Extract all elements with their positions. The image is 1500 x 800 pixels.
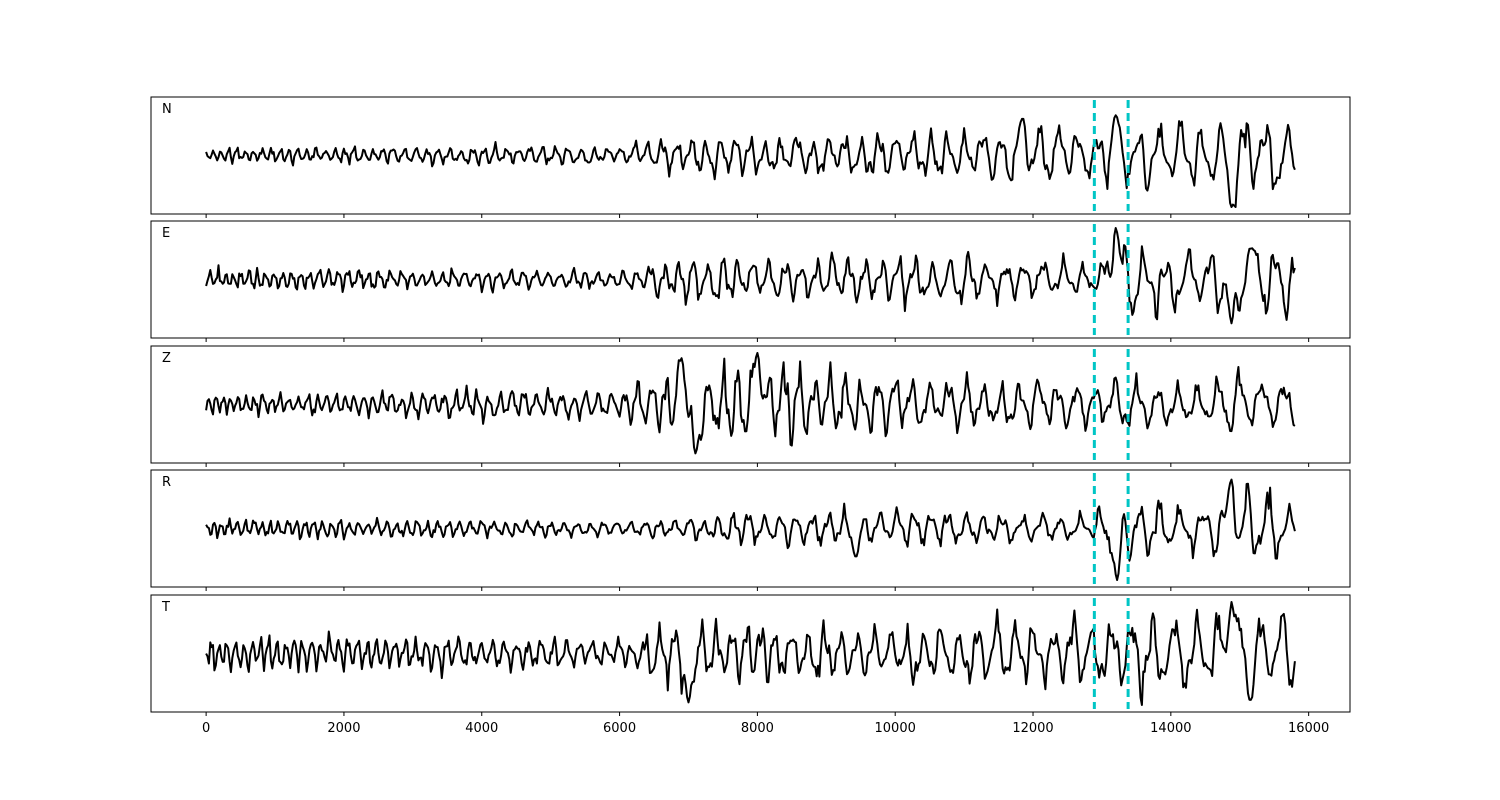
channel-label: N bbox=[162, 102, 172, 117]
x-tick-label: 6000 bbox=[603, 721, 636, 736]
channel-label: Z bbox=[162, 351, 171, 366]
channel-label: R bbox=[162, 475, 171, 490]
panel-frame bbox=[150, 96, 1351, 215]
waveform-n bbox=[205, 114, 1296, 208]
x-tick-label: 0 bbox=[202, 721, 210, 736]
channel-label: E bbox=[162, 226, 170, 241]
waveform-t bbox=[205, 601, 1296, 706]
panel-r: R bbox=[150, 469, 1351, 591]
x-axis: 0 2000 4000 6000 8000 10000 12000 14000 16000 bbox=[202, 721, 1329, 736]
x-tick-label: 12000 bbox=[1012, 721, 1053, 736]
panel-e: E bbox=[150, 220, 1351, 342]
panel-t: T bbox=[150, 594, 1351, 716]
panels-group: N E Z R T bbox=[150, 96, 1351, 716]
panel-frame bbox=[150, 345, 1351, 464]
panel-z: Z bbox=[150, 345, 1351, 467]
x-tick-label: 2000 bbox=[327, 721, 360, 736]
panel-n: N bbox=[150, 96, 1351, 218]
waveform-r bbox=[205, 478, 1296, 581]
x-tick-label: 10000 bbox=[875, 721, 916, 736]
x-tick-label: 8000 bbox=[741, 721, 774, 736]
waveform-z bbox=[205, 352, 1296, 455]
x-tick-label: 16000 bbox=[1288, 721, 1329, 736]
panel-frame bbox=[150, 594, 1351, 713]
panel-frame bbox=[150, 220, 1351, 339]
channel-label: T bbox=[161, 600, 170, 615]
x-tick-label: 14000 bbox=[1150, 721, 1191, 736]
waveform-e bbox=[205, 227, 1296, 325]
x-tick-label: 4000 bbox=[465, 721, 498, 736]
panel-frame bbox=[150, 469, 1351, 588]
